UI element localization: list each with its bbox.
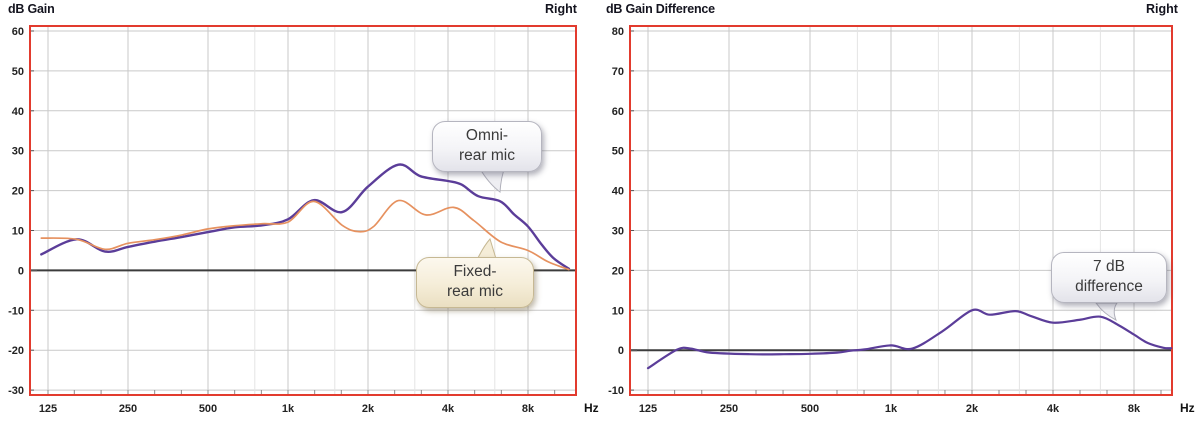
hz-unit-label: Hz — [1180, 401, 1195, 415]
x-axis-label: 500 — [199, 403, 217, 415]
right-chart-ear-label: Right — [1146, 2, 1178, 16]
y-axis-label: 80 — [612, 26, 624, 38]
callout-line: Fixed- — [453, 263, 497, 280]
left-chart-ear-label: Right — [545, 2, 577, 16]
x-axis-label: 250 — [720, 403, 738, 415]
y-axis-label: 50 — [612, 146, 624, 158]
y-axis-label: 0 — [618, 345, 624, 357]
hz-unit-label: Hz — [584, 401, 599, 415]
series-curve — [40, 199, 570, 271]
x-axis-label: 2k — [966, 403, 979, 415]
y-axis-label: -20 — [8, 345, 24, 357]
x-axis-label: 4k — [1047, 403, 1060, 415]
y-axis-label: -10 — [8, 305, 24, 317]
callout-line: rear mic — [459, 147, 515, 165]
x-axis-label: 4k — [442, 403, 455, 415]
callout-line: difference — [1075, 278, 1143, 296]
y-axis-label: 20 — [12, 186, 24, 198]
left-chart-title: dB Gain — [8, 2, 55, 16]
seven-db-difference-callout: 7 dB difference — [1051, 252, 1167, 304]
y-axis-label: -30 — [8, 385, 24, 397]
y-axis-label: 30 — [612, 226, 624, 238]
omni-rear-mic-callout: Omni- rear mic — [432, 121, 542, 173]
plot-border — [629, 25, 1173, 396]
x-axis-label: 500 — [801, 403, 819, 415]
x-axis-label: 125 — [39, 403, 57, 415]
series-curve — [646, 308, 1173, 370]
right-chart-title: dB Gain Difference — [606, 2, 715, 16]
y-axis-label: 60 — [612, 106, 624, 118]
y-axis-label: 10 — [12, 226, 24, 238]
callout-line: rear mic — [447, 283, 503, 301]
y-axis-label: 40 — [612, 186, 624, 198]
y-axis-label: 40 — [12, 106, 24, 118]
x-axis-label: 8k — [522, 403, 535, 415]
y-axis-label: 60 — [12, 26, 24, 38]
x-axis-label: 2k — [362, 403, 375, 415]
y-axis-label: 20 — [612, 265, 624, 277]
plot-border — [29, 25, 577, 396]
callout-line: 7 dB — [1093, 258, 1125, 275]
x-axis-label: 1k — [885, 403, 898, 415]
x-axis-label: 1k — [282, 403, 295, 415]
series-curve — [40, 163, 571, 270]
y-axis-label: 50 — [12, 66, 24, 78]
x-axis-label: 8k — [1128, 403, 1141, 415]
callout-line: Omni- — [465, 127, 509, 144]
fixed-rear-mic-callout: Fixed- rear mic — [416, 257, 534, 309]
y-axis-label: -10 — [608, 385, 624, 397]
x-axis-label: 250 — [119, 403, 137, 415]
y-axis-label: 10 — [612, 305, 624, 317]
x-axis-label: 125 — [639, 403, 657, 415]
y-axis-label: 30 — [12, 146, 24, 158]
callout-tail — [1095, 302, 1118, 322]
y-axis-label: 0 — [18, 265, 24, 277]
y-axis-label: 70 — [612, 66, 624, 78]
